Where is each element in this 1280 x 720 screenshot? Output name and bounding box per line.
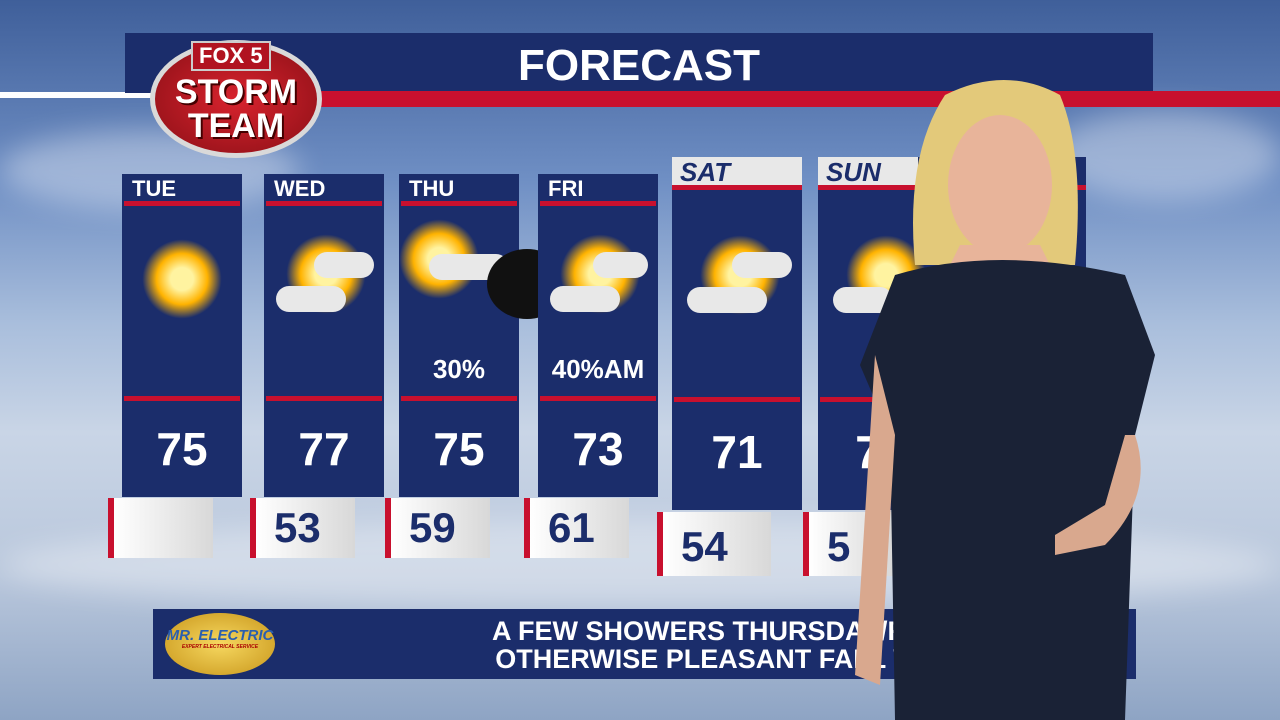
background-cloud: [1050, 110, 1280, 200]
day-column-sat: SAT 71: [672, 157, 802, 510]
day-column-fri: FRI 40%AM 73: [538, 174, 658, 497]
day-column-wed: WED 77: [264, 174, 384, 497]
fox5-storm-team-logo: FOX 5 STORM TEAM: [150, 40, 322, 158]
low-temp-thu: 59: [385, 498, 490, 558]
low-temp-fri: 61: [524, 498, 629, 558]
day-column-thu: THU 30% 75: [399, 174, 567, 497]
page-title: FORECAST: [518, 41, 760, 90]
day-column-tue: TUE 75: [122, 174, 242, 497]
header-accent-line: [0, 92, 160, 98]
mr-electric-sponsor-logo: MR. ELECTRIC EXPERT ELECTRICAL SERVICE: [165, 613, 275, 675]
meteorologist-presenter: [855, 80, 1155, 720]
sunny-icon: [142, 239, 222, 319]
low-temp-tue: [108, 498, 213, 558]
low-temp-sat: 54: [657, 512, 771, 576]
low-temp-wed: 53: [250, 498, 355, 558]
